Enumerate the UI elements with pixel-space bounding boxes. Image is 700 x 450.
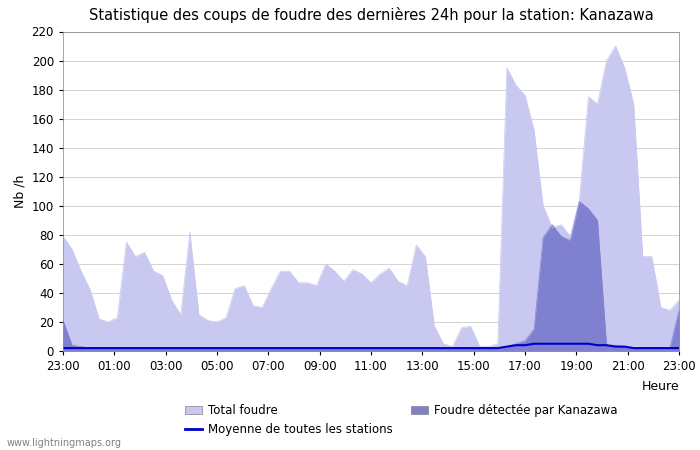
Text: www.lightningmaps.org: www.lightningmaps.org xyxy=(7,438,122,448)
Text: Heure: Heure xyxy=(641,380,679,393)
Y-axis label: Nb /h: Nb /h xyxy=(13,175,26,208)
Title: Statistique des coups de foudre des dernières 24h pour la station: Kanazawa: Statistique des coups de foudre des dern… xyxy=(89,7,653,23)
Legend: Total foudre, Moyenne de toutes les stations, Foudre détectée par Kanazawa: Total foudre, Moyenne de toutes les stat… xyxy=(180,400,622,441)
